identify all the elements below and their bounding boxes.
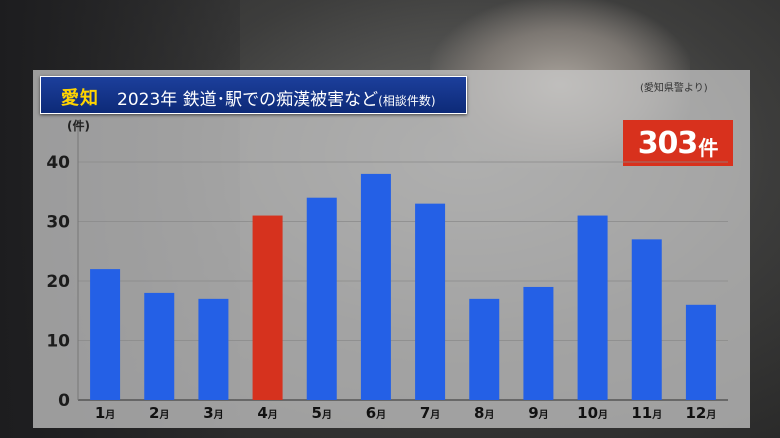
x-tick-label: 6月: [366, 404, 386, 422]
x-tick-label: 3月: [203, 404, 223, 422]
bar-7: [415, 203, 446, 400]
grid-lines: [77, 122, 728, 401]
title-text: 2023年 鉄道･駅での痴漢被害など(相談件数): [117, 85, 436, 110]
y-tick-label: 40: [46, 153, 70, 173]
x-tick-label: 2月: [149, 404, 169, 422]
x-tick-label: 10月: [577, 404, 608, 422]
x-tick-label: 7月: [420, 404, 440, 422]
x-tick-label: 8月: [474, 404, 494, 422]
title-region: 愛知: [61, 88, 99, 109]
bars: [90, 173, 716, 400]
x-tick-label: 4月: [257, 404, 277, 422]
x-tick-label: 1月: [95, 404, 115, 422]
y-axis-label: (件): [67, 118, 90, 133]
title-banner: 愛知 2023年 鉄道･駅での痴漢被害など(相談件数): [40, 76, 467, 114]
bar-4: [252, 215, 283, 400]
bar-6: [360, 173, 391, 400]
x-tick-label: 12月: [685, 404, 716, 422]
x-tick-label: 9月: [528, 404, 548, 422]
axes: 0 10 20 30 40 1月 2月 3月 4月 5月 6月 7月 8月 9月 10月 11月 12月: [46, 153, 716, 422]
bar-3: [198, 298, 229, 400]
x-tick-label: 5月: [312, 404, 332, 422]
bar-1: [90, 269, 121, 400]
title-sub: (相談件数): [378, 94, 436, 108]
title-main: 2023年 鉄道･駅での痴漢被害など: [117, 90, 379, 110]
bar-5: [306, 197, 337, 400]
x-tick-label: 11月: [631, 404, 662, 422]
source-note: (愛知県警より): [640, 83, 708, 94]
y-tick-label: 20: [46, 272, 70, 292]
bar-9: [523, 286, 554, 400]
bar-12: [685, 304, 716, 400]
bar-10: [577, 215, 608, 400]
bar-11: [631, 239, 662, 400]
y-tick-label: 30: [46, 213, 70, 233]
total-badge: 303 件: [623, 120, 733, 166]
y-tick-label: 10: [46, 332, 70, 352]
bar-8: [469, 298, 500, 400]
total-unit: 件: [698, 135, 719, 160]
bar-2: [144, 292, 175, 400]
y-tick-label: 0: [58, 391, 70, 411]
total-value: 303: [637, 125, 699, 161]
